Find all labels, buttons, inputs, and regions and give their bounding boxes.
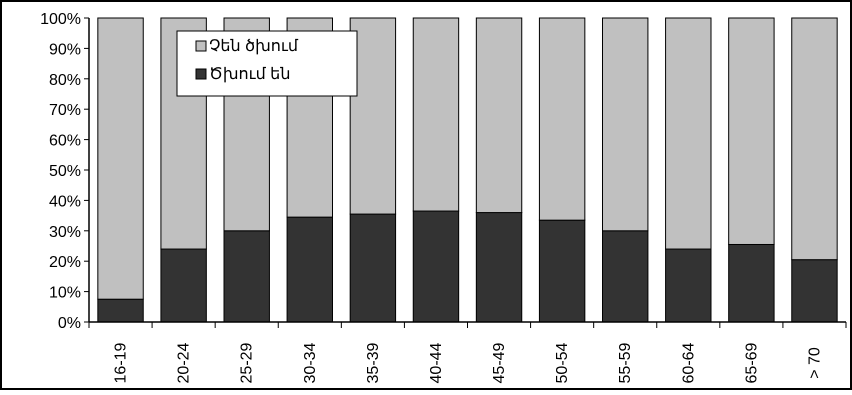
bar-non-smokers-6 <box>475 17 523 214</box>
legend-label-smokers: Ծխում են <box>209 66 290 83</box>
x-tick-label: 35-39 <box>365 342 382 383</box>
bar-smokers-3 <box>286 216 333 323</box>
bar-non-smokers-11 <box>791 17 838 261</box>
y-tick-label: 30% <box>49 224 81 241</box>
legend-swatch-non-smokers <box>195 40 207 52</box>
bar-smokers-4 <box>349 213 397 323</box>
bar-smokers-11 <box>791 259 838 323</box>
bar-non-smokers-9 <box>665 17 712 250</box>
y-tick-label: 20% <box>49 254 81 271</box>
y-tick-label: 40% <box>49 193 81 210</box>
bar-smokers-9 <box>665 248 712 323</box>
bar-non-smokers-7 <box>538 17 586 221</box>
x-tick-label: > 70 <box>806 347 823 379</box>
y-tick-label: 100% <box>40 11 81 28</box>
bar-smokers-5 <box>412 210 460 323</box>
bar-smokers-8 <box>602 230 649 323</box>
bar-smokers-0 <box>97 298 144 323</box>
x-tick-label: 25-29 <box>239 342 256 383</box>
x-tick-label: 16-19 <box>113 342 130 383</box>
legend-swatch-smokers <box>195 68 207 80</box>
x-tick-label: 55-59 <box>617 342 634 383</box>
y-tick-labels: 0% 10% 20% 30% 40% 50% 60% 70% 80% 90% 100% <box>40 11 81 332</box>
bar-non-smokers-8 <box>602 17 649 232</box>
bar-smokers-6 <box>475 212 523 323</box>
bar-smokers-1 <box>160 248 207 323</box>
bar-non-smokers-4 <box>349 17 397 215</box>
x-tick-label: 30-34 <box>302 342 319 383</box>
y-tick-label: 10% <box>49 285 81 302</box>
axes-layer <box>84 17 847 328</box>
bar-smokers-7 <box>538 219 586 323</box>
legend-label-non-smokers: Չեն ծխում <box>209 38 299 55</box>
x-tick-label: 40-44 <box>428 342 445 383</box>
legend: Չեն ծխում Ծխում են <box>176 30 358 97</box>
bar-non-smokers-5 <box>412 17 460 212</box>
legend-box <box>176 30 358 97</box>
y-tick-label: 70% <box>49 102 81 119</box>
x-tick-label: 65-69 <box>743 342 760 383</box>
y-tick-label: 60% <box>49 133 81 150</box>
x-tick-label: 60-64 <box>680 342 697 383</box>
y-tick-label: 0% <box>58 315 81 332</box>
y-tick-label: 80% <box>49 72 81 89</box>
x-tick-label: 20-24 <box>176 342 193 383</box>
bar-non-smokers-10 <box>728 17 775 245</box>
x-tick-labels: 16-19 20-24 25-29 30-34 35-39 40-44 45-49 50-54… <box>113 342 824 383</box>
bar-smokers-2 <box>223 230 270 323</box>
bar-non-smokers-0 <box>97 17 144 300</box>
bar-smokers-10 <box>728 243 775 323</box>
bars-layer <box>97 17 838 323</box>
y-tick-label: 50% <box>49 163 81 180</box>
x-tick-label: 50-54 <box>554 342 571 383</box>
y-tick-label: 90% <box>49 41 81 58</box>
x-tick-label: 45-49 <box>491 342 508 383</box>
